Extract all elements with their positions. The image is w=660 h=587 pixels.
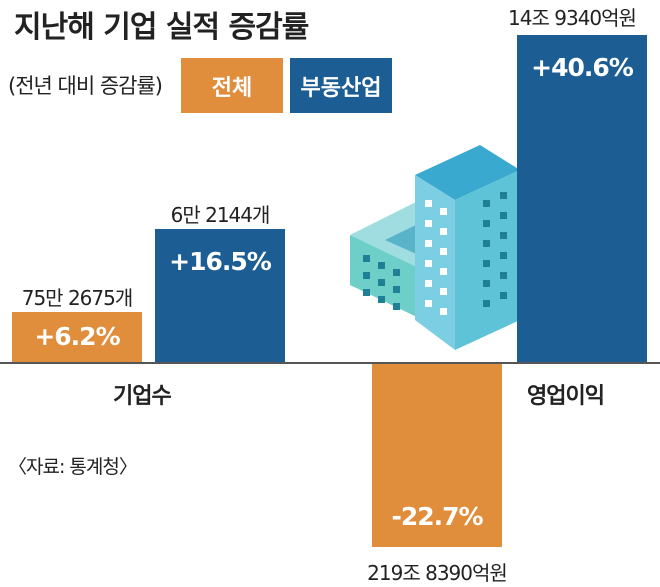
bar-real-estate-0: +16.5% <box>155 229 285 362</box>
amount-label: 14조 9340억원 <box>508 6 637 30</box>
category-label-companies: 기업수 <box>113 384 172 409</box>
zero-axis <box>0 362 660 364</box>
building-icon <box>350 145 535 350</box>
legend-real-estate: 부동산업 <box>290 58 392 113</box>
legend-total: 전체 <box>181 58 283 113</box>
category-label-operating-profit: 영업이익 <box>527 384 605 409</box>
amount-label: 6만 2144개 <box>170 203 271 228</box>
source-note: 〈자료: 통계청〉 <box>8 456 138 478</box>
chart-title: 지난해 기업 실적 증감률 <box>14 10 309 45</box>
bar-total-1: -22.7% <box>372 364 502 547</box>
chart-subtitle: (전년 대비 증감률) <box>8 74 163 98</box>
amount-label: 75만 2675개 <box>21 286 134 311</box>
value-label: +6.2% <box>34 322 120 352</box>
bar-real-estate-1: +40.6% <box>517 35 647 362</box>
bar-total-0: +6.2% <box>12 312 142 362</box>
value-label: +16.5% <box>169 247 272 277</box>
value-label: -22.7% <box>391 501 483 531</box>
value-label: +40.6% <box>531 53 634 83</box>
amount-label: 219조 8390억원 <box>367 560 508 585</box>
